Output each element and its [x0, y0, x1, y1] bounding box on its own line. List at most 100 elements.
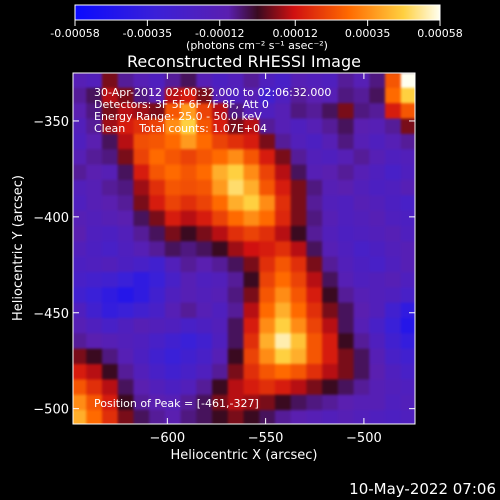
- heatmap-cell: [306, 364, 324, 381]
- heatmap-cell: [227, 225, 245, 243]
- heatmap-cell: [149, 179, 166, 197]
- heatmap-cell: [196, 103, 214, 120]
- heatmap-cell: [385, 256, 402, 273]
- heatmap-cell: [322, 73, 339, 89]
- heatmap-cell: [227, 318, 245, 335]
- heatmap-cell: [133, 379, 151, 396]
- heatmap-cell: [369, 333, 387, 350]
- heatmap-cell: [164, 318, 182, 335]
- heatmap-cell: [353, 87, 371, 105]
- heatmap-cell: [322, 256, 339, 273]
- heatmap-cell: [86, 410, 103, 424]
- heatmap-cell: [385, 364, 402, 381]
- heatmap-cell: [400, 410, 415, 424]
- annotation-block: 30-Apr-2012 02:00:32.000 to 02:06:32.000…: [94, 86, 331, 135]
- y-tick-label: −450: [33, 307, 69, 322]
- heatmap-cell: [290, 333, 308, 350]
- heatmap-cell: [337, 318, 355, 335]
- heatmap-cell: [86, 210, 103, 227]
- heatmap-cell: [196, 225, 214, 243]
- heatmap-cell: [369, 410, 387, 424]
- heatmap-cell: [227, 348, 245, 366]
- heatmap-cell: [149, 225, 166, 243]
- heatmap-cell: [306, 210, 324, 227]
- heatmap-cell: [196, 73, 214, 89]
- heatmap-cell: [133, 225, 151, 243]
- heatmap-cell: [180, 256, 198, 273]
- heatmap-cell: [322, 241, 339, 258]
- heatmap-cell: [149, 287, 166, 304]
- heatmap-cell: [243, 195, 261, 212]
- heatmap-cell: [290, 364, 308, 381]
- heatmap-cell: [101, 118, 119, 135]
- heatmap-cell: [259, 394, 276, 412]
- y-tick-label: −350: [33, 115, 69, 130]
- heatmap-cell: [180, 302, 198, 320]
- heatmap-cell: [196, 241, 214, 258]
- heatmap-cell: [353, 164, 371, 181]
- heatmap-cell: [117, 333, 135, 350]
- colorbar-tick-label: 0.00035: [345, 27, 391, 40]
- heatmap-cell: [101, 241, 119, 258]
- heatmap-cell: [400, 103, 415, 120]
- heatmap-cell: [400, 73, 415, 89]
- heatmap-cell: [149, 394, 166, 412]
- heatmap-cell: [322, 287, 339, 304]
- heatmap-cell: [180, 103, 198, 120]
- heatmap-cell: [101, 256, 119, 273]
- heatmap-cell: [149, 410, 166, 424]
- heatmap-cell: [274, 179, 292, 197]
- heatmap-cell: [259, 287, 276, 304]
- heatmap-cell: [101, 394, 119, 412]
- heatmap-cell: [369, 210, 387, 227]
- heatmap-cell: [212, 241, 229, 258]
- heatmap-cell: [180, 164, 198, 181]
- chart-title: Reconstructed RHESSI Image: [127, 52, 361, 71]
- heatmap-cell: [290, 210, 308, 227]
- heatmap-cell: [274, 118, 292, 135]
- heatmap-cell: [400, 210, 415, 227]
- heatmap-cell: [337, 410, 355, 424]
- heatmap-cell: [227, 210, 245, 227]
- y-axis-label: Heliocentric Y (arcsec): [11, 175, 26, 321]
- annotation-time-range: 30-Apr-2012 02:00:32.000 to 02:06:32.000: [94, 86, 331, 99]
- heatmap-cell: [86, 103, 103, 120]
- heatmap-cell: [180, 241, 198, 258]
- heatmap-cell: [86, 287, 103, 304]
- heatmap-cell: [259, 318, 276, 335]
- heatmap-cell: [180, 394, 198, 412]
- heatmap-cell: [385, 271, 402, 289]
- heatmap-cell: [259, 241, 276, 258]
- heatmap-cell: [259, 225, 276, 243]
- heatmap-cell: [212, 394, 229, 412]
- heatmap-cell: [290, 149, 308, 166]
- heatmap-cell: [243, 333, 261, 350]
- heatmap-cell: [259, 179, 276, 197]
- heatmap-cell: [322, 302, 339, 320]
- heatmap-cell: [149, 210, 166, 227]
- heatmap-cell: [101, 302, 119, 320]
- heatmap-cell: [369, 271, 387, 289]
- heatmap-cell: [180, 210, 198, 227]
- heatmap-cell: [212, 210, 229, 227]
- heatmap-cell: [259, 73, 276, 89]
- heatmap-cell: [400, 348, 415, 366]
- heatmap-cell: [180, 149, 198, 166]
- heatmap-cell: [212, 133, 229, 151]
- heatmap-cell: [101, 318, 119, 335]
- heatmap-cell: [306, 394, 324, 412]
- heatmap-cells: [73, 73, 415, 424]
- heatmap-cell: [101, 149, 119, 166]
- heatmap-cell: [133, 333, 151, 350]
- heatmap-cell: [259, 256, 276, 273]
- heatmap-cell: [117, 73, 135, 89]
- heatmap-cell: [212, 318, 229, 335]
- heatmap-cell: [73, 241, 88, 258]
- heatmap-cell: [212, 287, 229, 304]
- heatmap-cell: [306, 348, 324, 366]
- heatmap-cell: [353, 179, 371, 197]
- heatmap-cell: [196, 410, 214, 424]
- x-tick-label: −550: [248, 431, 284, 446]
- heatmap-cell: [149, 73, 166, 89]
- heatmap-cell: [369, 118, 387, 135]
